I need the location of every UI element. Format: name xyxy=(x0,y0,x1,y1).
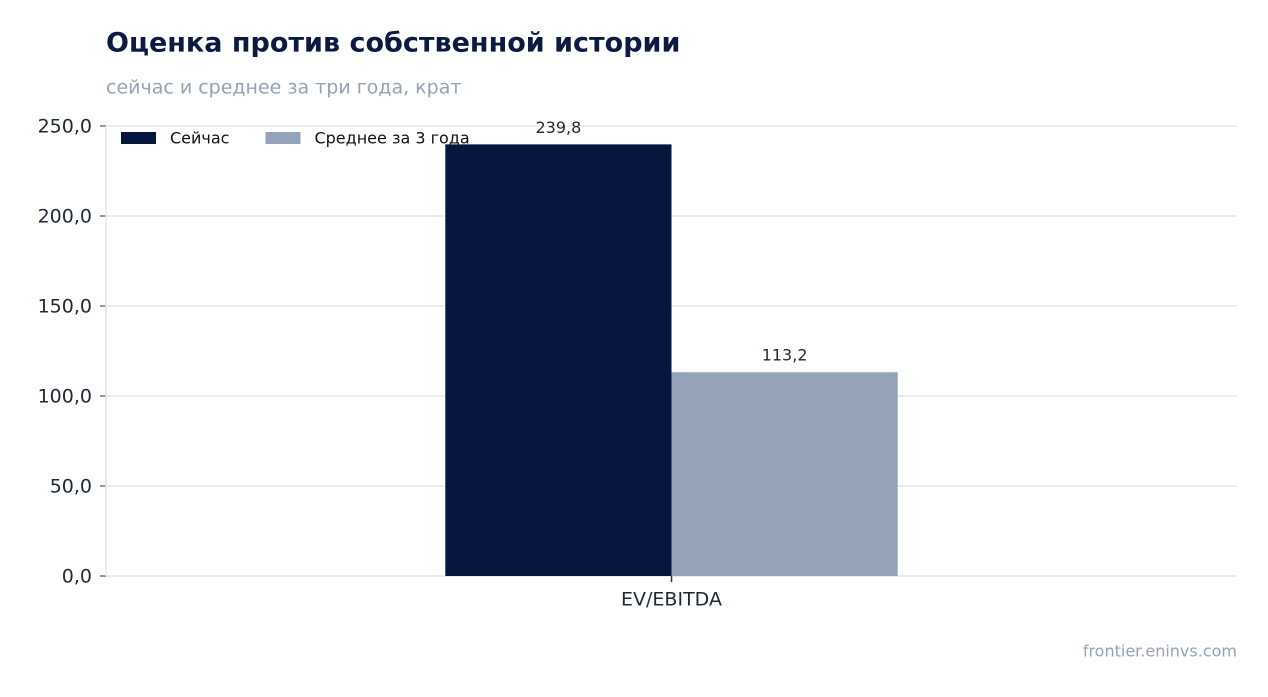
legend-label: Среднее за 3 года xyxy=(314,129,469,148)
source: frontier.eninvs.com xyxy=(1083,642,1237,661)
legend-swatch xyxy=(265,132,301,144)
chart-subtitle: сейчас и среднее за три года, крат xyxy=(106,77,461,99)
y-tick-label: 250,0 xyxy=(38,116,92,138)
y-tick-label: 200,0 xyxy=(38,206,92,228)
y-tick-label: 150,0 xyxy=(38,296,92,318)
data-label: 113,2 xyxy=(762,346,808,365)
bar xyxy=(671,372,898,576)
data-label: 239,8 xyxy=(535,118,581,137)
legend-label: Сейчас xyxy=(170,129,229,148)
x-tick-label: EV/EBITDA xyxy=(621,589,722,611)
y-tick-label: 100,0 xyxy=(38,386,92,408)
y-tick-label: 0,0 xyxy=(62,566,92,588)
legend-swatch xyxy=(121,132,156,144)
y-tick-label: 50,0 xyxy=(50,476,92,498)
bar xyxy=(445,144,672,577)
chart-title: Оценка против собственной истории xyxy=(106,28,680,59)
